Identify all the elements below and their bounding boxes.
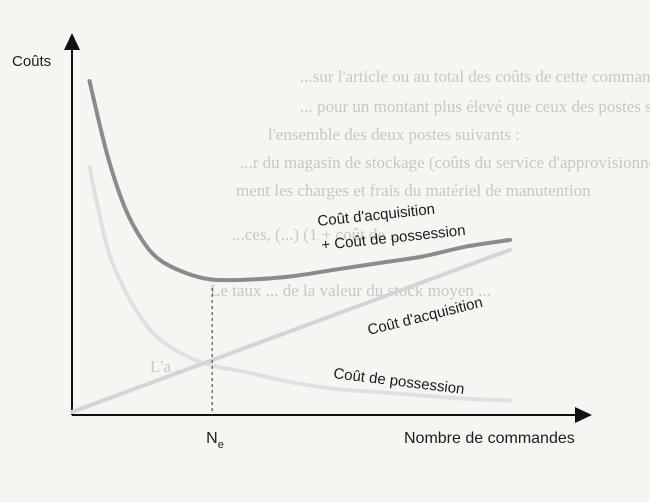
- y-axis-arrow-icon: [64, 33, 80, 50]
- ne-label-subscript: e: [218, 439, 224, 451]
- series-line-0: [87, 79, 512, 283]
- series-line-1: [70, 247, 512, 414]
- background-text-bleed: ...sur l'article ou au total des coûts d…: [150, 67, 650, 376]
- bleed-text-line: l'ensemble des deux postes suivants :: [268, 125, 520, 144]
- series-line-2: [87, 165, 512, 403]
- axes: [64, 33, 592, 423]
- y-axis-label: Coûts: [12, 53, 51, 70]
- bleed-text-line: Le taux ... de la valeur du stock moyen …: [210, 281, 491, 300]
- series-layer: [70, 79, 512, 414]
- bleed-text-line: ...sur l'article ou au total des coûts d…: [300, 67, 650, 86]
- bleed-text-line: ...ces, (...) (1 + coût de ...: [232, 225, 402, 244]
- x-axis-label: Nombre de commandes: [404, 430, 575, 447]
- bleed-text-line: ...r du magasin de stockage (coûts du se…: [240, 153, 650, 172]
- x-axis-arrow-icon: [575, 407, 592, 423]
- ne-label-main: N: [206, 430, 218, 447]
- bleed-text-line: ment les charges et frais du matériel de…: [236, 181, 591, 200]
- series-label-1: Coût d'acquisition: [366, 294, 485, 339]
- bleed-text-line: ... pour un montant plus élevé que ceux …: [300, 97, 650, 116]
- ne-label: Ne: [206, 430, 224, 451]
